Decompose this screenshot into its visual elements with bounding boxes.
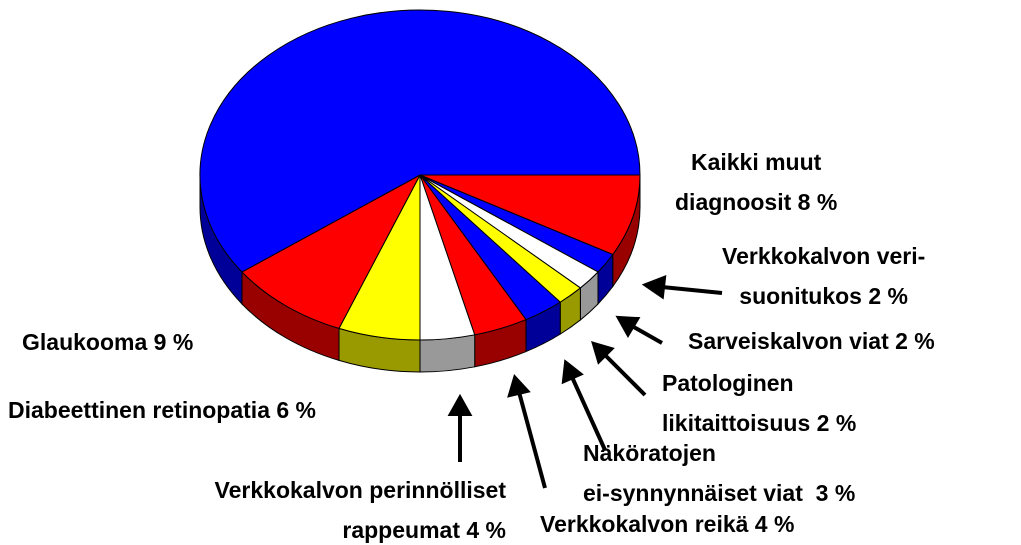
slice-label: Diabeettinen retinopatia 6 %	[8, 397, 317, 423]
arrow	[631, 324, 663, 345]
arrow-head	[641, 274, 667, 300]
arrow-head	[507, 374, 531, 398]
slice-label: Näköratojen ei-synnynnäiset viat 3 %	[583, 440, 856, 506]
slice-side	[419, 334, 476, 373]
slice	[241, 173, 422, 330]
arrow-head	[591, 341, 615, 365]
arrow-head	[615, 315, 641, 338]
slice-label: Patologinen likitaittoisuus 2 %	[662, 370, 857, 436]
arrow-head	[561, 359, 584, 385]
slice-label: Kaikki muut diagnoosit 8 %	[675, 149, 838, 215]
arrow-head	[447, 393, 473, 416]
arrow	[602, 352, 647, 397]
slice-label: Verkkokalvon perinnölliset rappeumat 4 %	[214, 477, 506, 543]
slice-label: Verkkokalvon reikä 4 %	[540, 511, 795, 537]
slice	[419, 174, 641, 256]
slice	[199, 9, 641, 273]
arrow	[661, 285, 723, 295]
arrows	[447, 274, 723, 489]
slices	[199, 9, 641, 373]
slice-label: Glaukooma 9 %	[22, 329, 194, 355]
slice-label: Sarveiskalvon viat 2 %	[688, 328, 935, 354]
slice-label: Verkkokalvon veri- suonitukos 2 %	[722, 243, 926, 309]
arrow	[570, 376, 607, 451]
arrow	[517, 391, 547, 489]
